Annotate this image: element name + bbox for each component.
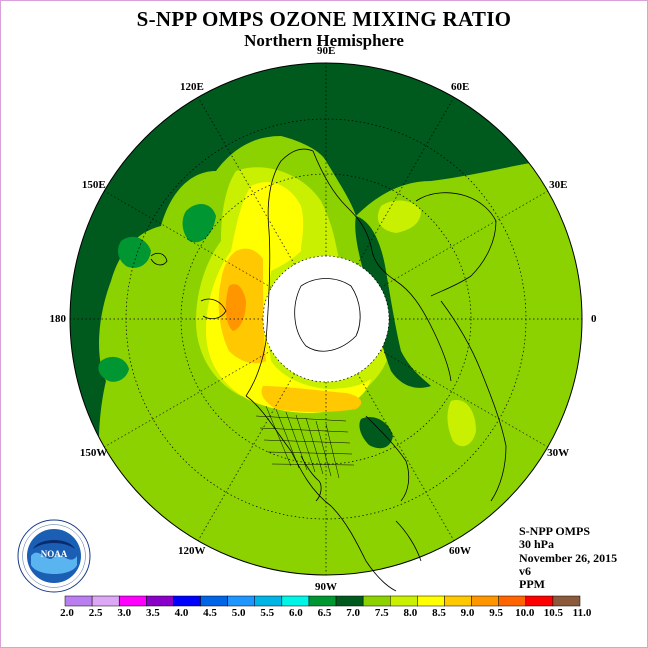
version-label: v6: [519, 563, 531, 578]
state-border: [263, 439, 351, 444]
latitude-circle: [180, 173, 472, 465]
state-border: [275, 408, 300, 469]
meridian-line: [104, 190, 272, 288]
coastline: [200, 298, 227, 320]
yellow-green-region-atlantic: [447, 400, 476, 447]
colorbar-tick-label: 4.0: [174, 607, 189, 619]
state-border: [267, 451, 353, 455]
colorbar-tick-label: 4.5: [203, 607, 217, 619]
colorbar-tick-label: 3.0: [117, 607, 132, 619]
instrument-label: S-NPP OMPS: [519, 524, 590, 538]
coastline: [440, 300, 507, 502]
coastline: [312, 150, 452, 382]
longitude-label: 60E: [451, 80, 470, 93]
state-border: [255, 415, 347, 422]
orange-region-south: [261, 386, 362, 412]
state-border: [265, 405, 292, 467]
state-border: [295, 414, 316, 473]
yellow-green-region-east: [377, 200, 421, 233]
graticule: [70, 63, 582, 575]
state-border: [259, 427, 349, 433]
meridian-line: [380, 350, 548, 448]
longitude-label: 90E: [317, 45, 336, 57]
colorbar-tick-label: 7.0: [346, 607, 360, 619]
meridian-line: [104, 350, 272, 448]
noaa-logo: NOAA: [17, 519, 91, 593]
date-label: November 26, 2015: [519, 550, 618, 565]
pressure-level: 30 hPa: [519, 537, 555, 552]
colorbar-tick-label: 6.0: [289, 607, 303, 619]
longitude-label: 150W: [79, 447, 108, 459]
info-block: S-NPP OMPS 30 hPa November 26, 2015 v6 P…: [519, 524, 618, 592]
colorbar-tick-label: 10.0: [515, 607, 535, 619]
colorbar-tick-label: 9.0: [460, 607, 475, 619]
colorbar-tick-label: 11.0: [572, 607, 592, 619]
mid-green-patch: [98, 356, 129, 382]
meridian-line: [197, 97, 295, 265]
dark-green-patch: [359, 416, 393, 449]
state-border: [271, 463, 355, 466]
colorbar-tick-label: 2.5: [88, 607, 103, 619]
meridian-line: [357, 373, 455, 541]
figure-subtitle: Northern Hemisphere: [244, 31, 404, 50]
coastline: [245, 148, 314, 397]
noaa-logo-text: NOAA: [41, 549, 68, 559]
coastline: [365, 415, 410, 502]
coastline: [415, 192, 497, 297]
mid-green-patch: [182, 204, 216, 243]
colorbar-tick-label: 5.5: [260, 607, 275, 619]
coastlines: [150, 148, 507, 592]
longitude-label: 120E: [180, 80, 204, 93]
longitude-label: 30W: [547, 447, 570, 459]
longitude-label: 120W: [178, 545, 206, 558]
coastline: [294, 278, 361, 352]
colorbar-tick-label: 10.5: [543, 607, 563, 619]
colorbar-tick-label: 9.5: [489, 607, 504, 619]
meridian-line: [357, 97, 455, 265]
meridian-line: [380, 190, 548, 288]
coastline: [150, 252, 168, 266]
units-label: PPM: [519, 577, 545, 592]
mid-green-patch: [118, 236, 151, 268]
map-boundary: [69, 62, 583, 576]
meridian-line: [197, 373, 295, 541]
colorbar-tick-label: 5.0: [231, 607, 246, 619]
colorbar-tick-label: 8.0: [403, 607, 418, 619]
longitude-label: 60W: [449, 545, 471, 558]
colorbar-tick-label: 6.5: [317, 607, 332, 619]
polar-data-gap: [263, 256, 389, 382]
longitude-label: 30E: [549, 179, 568, 191]
figure-title: S-NPP OMPS OZONE MIXING RATIO: [136, 7, 512, 31]
colorbar-tick-label: 2.0: [60, 607, 74, 619]
longitude-label: 180: [49, 313, 67, 325]
colorbar-tick-label: 3.5: [145, 607, 160, 619]
colorbar-tick-label: 7.5: [374, 607, 389, 619]
longitude-label: 0: [591, 313, 597, 325]
longitude-label: 90W: [315, 581, 337, 593]
state-border: [315, 420, 332, 477]
state-border: [325, 423, 340, 479]
dark-green-tongue: [355, 216, 431, 388]
colorbar-tick-label: 8.5: [432, 607, 446, 619]
longitude-label: 150E: [81, 179, 106, 191]
